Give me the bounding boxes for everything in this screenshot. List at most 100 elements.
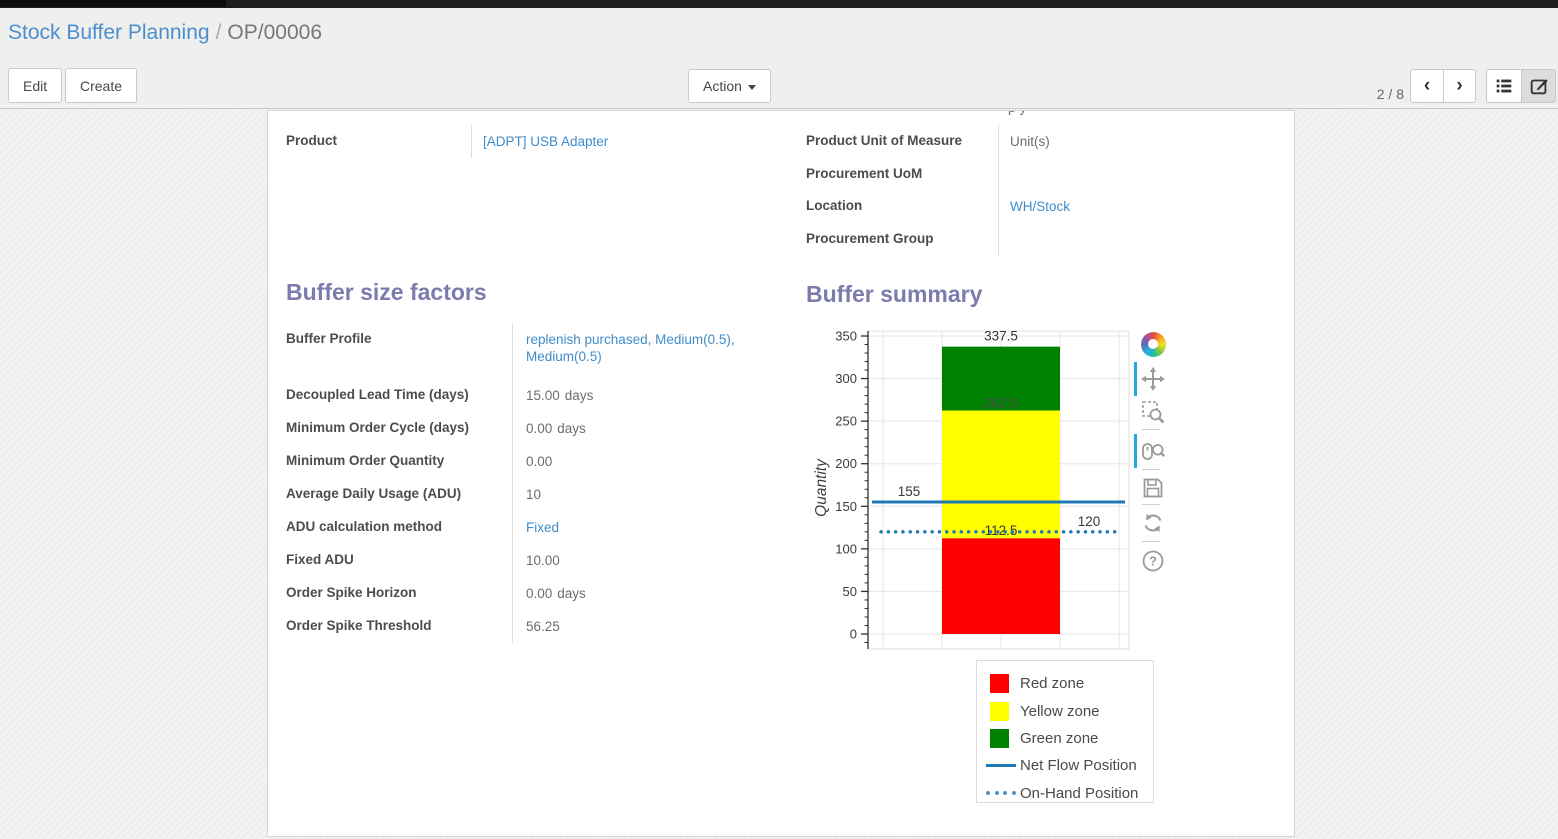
legend-marker-net-flow-position (986, 764, 1016, 768)
pager-next-button[interactable]: › (1443, 69, 1476, 103)
svg-text:0: 0 (850, 627, 857, 642)
save-tool-icon[interactable] (1140, 475, 1166, 501)
field-row-procurement-uom: Procurement UoM (806, 158, 1286, 190)
pan-tool-icon[interactable] (1140, 366, 1166, 392)
field-value-procurement-uom (998, 158, 1286, 190)
field-row-order-spike-horizon: Order Spike Horizon 0.00 days (286, 577, 783, 610)
field-label-order-spike-horizon: Order Spike Horizon (286, 585, 417, 600)
field-link-buffer-profile[interactable]: replenish purchased, Medium(0.5), Medium… (526, 332, 735, 364)
net-flow-position-label: 155 (898, 484, 921, 499)
control-panel: Stock Buffer Planning / OP/00006 Edit Crea… (0, 8, 1558, 109)
field-label-product: Product (286, 133, 338, 148)
field-value-average-daily-usage-adu: 10 (512, 478, 783, 511)
field-label-procurement-group: Procurement Group (806, 231, 934, 246)
clipped-row-fragment: p y (1008, 111, 1128, 116)
pager-nav: ‹ › (1410, 69, 1476, 103)
toolbar-separator (1142, 541, 1160, 542)
field-value-order-spike-horizon: 0.00 days (512, 577, 783, 610)
form-edit-icon (1530, 79, 1548, 95)
field-label-minimum-order-quantity: Minimum Order Quantity (286, 453, 445, 468)
field-row-fixed-adu: Fixed ADU 10.00 (286, 544, 783, 577)
legend-marker-green-zone (986, 728, 1016, 748)
field-row-minimum-order-cycle-days: Minimum Order Cycle (days) 0.00 days (286, 412, 783, 445)
breadcrumb-parent-link[interactable]: Stock Buffer Planning (8, 21, 210, 44)
field-row-procurement-group: Procurement Group (806, 223, 1286, 255)
toolbar-separator (1142, 429, 1160, 430)
toolbar-separator (1142, 469, 1160, 470)
zone-label-262.5: 262.5 (984, 396, 1018, 411)
field-value-order-spike-threshold: 56.25 (512, 610, 783, 643)
field-link-location[interactable]: WH/Stock (1010, 199, 1071, 214)
wheel-zoom-tool-icon[interactable] (1140, 438, 1166, 464)
legend-entry-yellow-zone: Yellow zone (977, 697, 1153, 724)
legend-label-net-flow-position: Net Flow Position (1020, 757, 1137, 775)
svg-text:150: 150 (835, 499, 857, 514)
legend-label-yellow-zone: Yellow zone (1020, 702, 1100, 720)
field-link-product[interactable]: [ADPT] USB Adapter (483, 134, 609, 149)
field-unit-order-spike-horizon: days (557, 586, 586, 601)
pager-previous-button[interactable]: ‹ (1410, 69, 1443, 103)
green-zone-bar (942, 346, 1060, 411)
svg-text:50: 50 (843, 584, 857, 599)
chart-plot-area: 337.5 262.5 112.5 155 120 0 50 100 150 200 250 300 3… (806, 326, 1171, 665)
zone-label-112.5: 112.5 (985, 523, 1018, 538)
box-zoom-tool-icon[interactable] (1140, 399, 1166, 425)
field-value-fixed-adu: 10.00 (512, 544, 783, 577)
field-value-product-unit-of-measure: Unit(s) (998, 125, 1286, 158)
legend-entry-green-zone: Green zone (977, 725, 1153, 752)
field-label-decoupled-lead-time-days: Decoupled Lead Time (days) (286, 387, 469, 402)
field-label-fixed-adu: Fixed ADU (286, 552, 354, 567)
list-view-button[interactable] (1486, 69, 1521, 103)
field-link-adu-calculation-method[interactable]: Fixed (526, 520, 560, 535)
buffer-summary-chart: 337.5 262.5 112.5 155 120 0 50 100 150 200 250 300 3… (806, 326, 1306, 838)
form-view-button[interactable] (1521, 69, 1556, 103)
on-hand-position-label: 120 (1078, 514, 1101, 529)
field-unit-decoupled-lead-time-days: days (564, 388, 594, 403)
field-label-order-spike-threshold: Order Spike Threshold (286, 618, 432, 633)
buffer-size-factors-heading: Buffer size factors (286, 279, 487, 305)
field-label-minimum-order-cycle-days: Minimum Order Cycle (days) (286, 420, 470, 435)
field-value-decoupled-lead-time-days: 15.00 days (512, 379, 783, 412)
field-row-order-spike-threshold: Order Spike Threshold 56.25 (286, 610, 783, 643)
zone-label-337.5: 337.5 (984, 329, 1018, 344)
help-tool-icon[interactable]: ? (1140, 548, 1166, 574)
field-row-buffer-profile: Buffer Profile replenish purchased, Mediu… (286, 323, 783, 379)
field-label-adu-calculation-method: ADU calculation method (286, 519, 443, 534)
field-row-product-unit-of-measure: Product Unit of Measure Unit(s) (806, 125, 1286, 158)
svg-text:100: 100 (835, 541, 857, 556)
y-axis-title: Quantity (813, 458, 830, 517)
buffer-summary-heading: Buffer summary (806, 281, 983, 307)
chart-legend: Red zone Yellow zone Green zone Net Flow Po… (976, 660, 1154, 803)
field-label-product-unit-of-measure: Product Unit of Measure (806, 133, 963, 148)
svg-text:200: 200 (835, 456, 857, 471)
action-dropdown-button[interactable]: Action (688, 69, 771, 103)
red-zone-bar (942, 538, 1060, 634)
field-row-average-daily-usage-adu: Average Daily Usage (ADU) 10 (286, 478, 783, 511)
field-value-location: WH/Stock (998, 190, 1286, 223)
caret-down-icon (747, 84, 756, 90)
field-value-minimum-order-quantity: 0.00 (512, 445, 783, 478)
legend-label-red-zone: Red zone (1020, 675, 1085, 693)
legend-entry-red-zone: Red zone (977, 670, 1153, 697)
pager-counter: 2 / 8 (1376, 86, 1404, 102)
legend-label-on-hand-position: On-Hand Position (1020, 784, 1139, 802)
field-value-product: [ADPT] USB Adapter (471, 125, 781, 158)
create-button[interactable]: Create (65, 68, 138, 103)
chart-toolbar: ? (1134, 326, 1170, 586)
active-tool-indicator (1134, 434, 1137, 468)
field-label-average-daily-usage-adu: Average Daily Usage (ADU) (286, 486, 462, 501)
legend-marker-red-zone (986, 674, 1016, 694)
view-switcher (1486, 69, 1556, 103)
field-label-location: Location (806, 198, 863, 213)
yellow-zone-bar (942, 410, 1060, 539)
product-field-group: Product [ADPT] USB Adapter (286, 125, 781, 158)
reset-tool-icon[interactable] (1140, 510, 1166, 536)
svg-text:350: 350 (835, 329, 857, 344)
breadcrumb: Stock Buffer Planning / OP/00006 (8, 21, 322, 45)
legend-marker-yellow-zone (986, 701, 1016, 721)
toolbar-separator (1142, 504, 1160, 505)
legend-marker-on-hand-position (986, 791, 1016, 796)
edit-button[interactable]: Edit (8, 68, 63, 103)
list-icon (1496, 79, 1512, 93)
